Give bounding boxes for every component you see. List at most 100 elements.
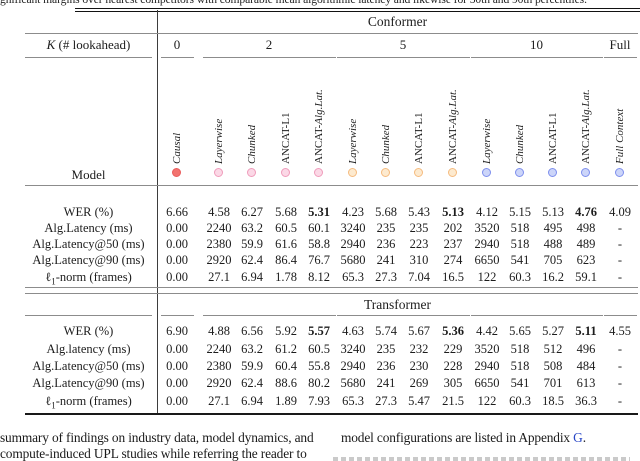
table-cell: 6.94 bbox=[241, 270, 263, 284]
table-cell: 0.00 bbox=[166, 359, 188, 373]
table-cell: 498 bbox=[576, 221, 596, 235]
table-cell: 0.00 bbox=[166, 253, 188, 267]
table-cell: 496 bbox=[576, 342, 596, 356]
column-header: ANCAT-Alg.Lat. bbox=[313, 89, 325, 164]
table-cell: 5.57 bbox=[308, 324, 330, 338]
column-header: ANCAT-Alg.Lat. bbox=[580, 89, 592, 164]
table-cell: 518 bbox=[510, 342, 530, 356]
table-cell: 310 bbox=[409, 253, 429, 267]
table-cell: 60.4 bbox=[275, 359, 297, 373]
table-cell: 237 bbox=[443, 237, 463, 251]
table-cell: 63.2 bbox=[241, 342, 263, 356]
model-column-header: Model bbox=[71, 167, 106, 182]
table-cell: 541 bbox=[510, 253, 530, 267]
table-cell: 2940 bbox=[340, 359, 366, 373]
column-marker-dot bbox=[448, 168, 457, 177]
table-cell: 7.04 bbox=[408, 270, 430, 284]
table-cell: 59.1 bbox=[575, 270, 597, 284]
row-label: WER (%) bbox=[63, 205, 114, 219]
row-label: Alg.Latency (ms) bbox=[44, 221, 133, 235]
table-cell: 2940 bbox=[474, 359, 500, 373]
column-marker-dot bbox=[414, 168, 423, 177]
table-cell: - bbox=[617, 342, 623, 356]
table-cell: 230 bbox=[409, 359, 429, 373]
table-cell: 235 bbox=[409, 221, 429, 235]
table-cell: 508 bbox=[543, 359, 563, 373]
table-cell: 0.00 bbox=[166, 237, 188, 251]
table-cell: 86.4 bbox=[275, 253, 297, 267]
section-title-conformer: Conformer bbox=[367, 14, 428, 29]
table-cell: 241 bbox=[376, 253, 396, 267]
column-header: Layerwise bbox=[347, 118, 359, 164]
column-header: ANCAT-L1 bbox=[547, 112, 559, 164]
table-cell: 274 bbox=[443, 253, 463, 267]
table-cell: 5.36 bbox=[442, 324, 464, 338]
table-cell: 5.67 bbox=[408, 324, 430, 338]
table-cell: - bbox=[617, 394, 623, 408]
table-cell: 60.1 bbox=[308, 221, 330, 235]
table-cell: - bbox=[617, 253, 623, 267]
table-cell: 59.9 bbox=[241, 237, 263, 251]
column-group-rule bbox=[337, 57, 470, 58]
table-cell: 122 bbox=[477, 270, 497, 284]
column-header: Full Context bbox=[614, 108, 626, 164]
table-cell: 5.15 bbox=[509, 205, 531, 219]
column-header: Chunked bbox=[514, 124, 526, 164]
table-cell: 21.5 bbox=[442, 394, 464, 408]
table-cell: 223 bbox=[409, 237, 429, 251]
table-cell: 5.47 bbox=[408, 394, 430, 408]
column-group-rule bbox=[161, 57, 194, 58]
table-cell: 36.3 bbox=[575, 394, 597, 408]
table-cell: 6.27 bbox=[241, 205, 263, 219]
table-hline bbox=[25, 33, 638, 34]
table-cell: 3240 bbox=[340, 342, 366, 356]
table-cell: 541 bbox=[510, 376, 530, 390]
row-label: Alg.Latency@50 (ms) bbox=[32, 237, 145, 251]
row-label: Alg.latency (ms) bbox=[46, 342, 131, 356]
table-cell: 4.42 bbox=[476, 324, 498, 338]
k-lookahead-header: K (# lookahead) bbox=[46, 37, 131, 52]
table-cell: 236 bbox=[376, 237, 396, 251]
column-header: Layerwise bbox=[481, 118, 493, 164]
column-marker-dot bbox=[281, 168, 290, 177]
table-cell: 4.12 bbox=[476, 205, 498, 219]
column-marker-dot bbox=[247, 168, 256, 177]
table-bottom-rule bbox=[25, 413, 638, 415]
table-cell: 5.68 bbox=[275, 205, 297, 219]
column-marker-dot bbox=[581, 168, 590, 177]
table-cell: 512 bbox=[543, 342, 563, 356]
table-cell: 305 bbox=[443, 376, 463, 390]
table-cell: 269 bbox=[409, 376, 429, 390]
table-cell: 484 bbox=[576, 359, 596, 373]
table-cell: 5.11 bbox=[575, 324, 597, 338]
column-group-rule bbox=[25, 57, 152, 58]
table-cell: 60.5 bbox=[275, 221, 297, 235]
table-cell: - bbox=[617, 237, 623, 251]
section-divider-rule bbox=[25, 293, 638, 294]
column-group-rule bbox=[471, 315, 603, 316]
table-cell: 60.3 bbox=[509, 270, 531, 284]
row-label: ℓ1-norm (frames) bbox=[45, 270, 132, 287]
table-cell: 58.8 bbox=[308, 237, 330, 251]
table-cell: 0.00 bbox=[166, 342, 188, 356]
table-cell: 236 bbox=[376, 359, 396, 373]
table-cell: 6.56 bbox=[241, 324, 263, 338]
table-cell: 5.74 bbox=[375, 324, 397, 338]
table-cell: 88.6 bbox=[275, 376, 297, 390]
section-title-transformer: Transformer bbox=[364, 297, 431, 312]
table-cell: 2940 bbox=[340, 237, 366, 251]
table-cell: 518 bbox=[510, 221, 530, 235]
table-cell: 1.78 bbox=[275, 270, 297, 284]
table-cell: 61.2 bbox=[275, 342, 297, 356]
column-header: Causal bbox=[171, 132, 183, 164]
table-top-rule bbox=[75, 8, 640, 12]
k-group-label: 0 bbox=[173, 37, 181, 52]
column-group-rule bbox=[203, 57, 336, 58]
column-group-rule bbox=[25, 315, 152, 316]
column-marker-dot bbox=[482, 168, 491, 177]
table-cell: 59.9 bbox=[241, 359, 263, 373]
appendix-link[interactable]: G bbox=[573, 430, 583, 445]
body-text-left-line-1: summary of findings on industry data, mo… bbox=[0, 430, 314, 445]
table-cell: 2940 bbox=[474, 237, 500, 251]
